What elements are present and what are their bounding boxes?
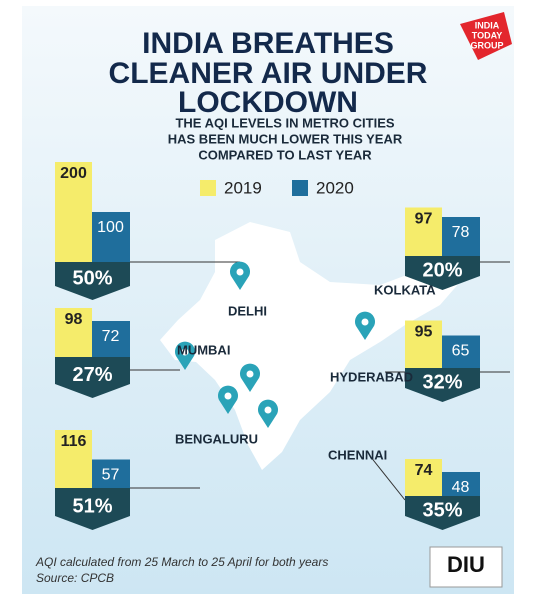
title-line: CLEANER AIR UNDER (109, 57, 428, 90)
map-pin (258, 399, 278, 428)
value-2019: 74 (415, 462, 433, 479)
title-line: LOCKDOWN (178, 86, 358, 119)
logo-text: GROUP (470, 40, 503, 50)
legend-swatch (292, 180, 308, 196)
map-pin-dot (361, 318, 369, 326)
legend-swatch (200, 180, 216, 196)
bar-2019 (405, 207, 442, 256)
city-name: BENGALURU (175, 431, 258, 446)
subtitle-line: THE AQI LEVELS IN METRO CITIES (175, 115, 394, 130)
value-2020: 100 (97, 219, 124, 236)
logo-text: INDIA (475, 20, 500, 30)
reduction-arrow (405, 256, 480, 290)
value-2020: 57 (102, 467, 120, 484)
value-2020: 72 (102, 328, 120, 345)
value-2020: 65 (452, 343, 470, 360)
reduction-label: 32% (422, 371, 462, 393)
city-name: KOLKATA (374, 282, 436, 297)
bar-2019 (405, 459, 442, 496)
reduction-arrow (405, 368, 480, 402)
footer-note: AQI calculated from 25 March to 25 April… (35, 555, 328, 569)
bar-2020 (92, 212, 130, 262)
city-name: CHENNAI (328, 447, 387, 462)
logo-badge (460, 12, 512, 60)
logo-text: TODAY (472, 30, 503, 40)
city-name: HYDERABAD (330, 369, 413, 384)
value-2019: 200 (60, 165, 87, 182)
reduction-arrow (55, 262, 130, 300)
map-pin (240, 363, 260, 392)
reduction-label: 27% (72, 364, 112, 386)
india-map (160, 222, 460, 470)
bar-2019 (55, 162, 92, 262)
footer-source: Source: CPCB (36, 571, 114, 585)
bar-2019 (55, 430, 92, 488)
bar-2020 (442, 217, 480, 256)
diu-text: DIU (447, 552, 485, 577)
map-pin-dot (236, 268, 244, 276)
value-2020: 78 (452, 224, 470, 241)
value-2020: 48 (452, 479, 470, 496)
reduction-label: 20% (422, 259, 462, 281)
reduction-arrow (55, 488, 130, 530)
map-pin (218, 385, 238, 414)
legend-label: 2019 (224, 178, 262, 197)
city-name: MUMBAI (177, 342, 230, 357)
bar-2019 (55, 308, 92, 357)
bar-2020 (92, 459, 130, 488)
map-pin (355, 311, 375, 340)
map-pin (175, 341, 195, 370)
subtitle-line: HAS BEEN MUCH LOWER THIS YEAR (168, 131, 403, 146)
reduction-label: 35% (422, 499, 462, 521)
subtitle-line: COMPARED TO LAST YEAR (198, 147, 372, 162)
reduction-arrow (55, 357, 130, 398)
map-pin-dot (246, 370, 254, 378)
map-pin (230, 261, 250, 290)
map-pin-dot (181, 348, 189, 356)
city-name: DELHI (228, 303, 267, 318)
title-line: INDIA BREATHES (142, 27, 394, 60)
value-2019: 97 (415, 211, 433, 228)
bar-2020 (442, 335, 480, 368)
leader-line (369, 455, 406, 501)
bar-2020 (92, 321, 130, 357)
diu-badge (429, 546, 503, 588)
map-pin-dot (264, 406, 272, 414)
reduction-label: 51% (72, 495, 112, 517)
bar-2020 (442, 472, 480, 496)
map-pin-dot (224, 392, 232, 400)
value-2019: 95 (415, 324, 433, 341)
value-2019: 116 (61, 433, 87, 450)
reduction-arrow (405, 496, 480, 530)
value-2019: 98 (65, 311, 83, 328)
reduction-label: 50% (72, 267, 112, 289)
bar-2019 (405, 320, 442, 368)
legend-label: 2020 (316, 178, 354, 197)
